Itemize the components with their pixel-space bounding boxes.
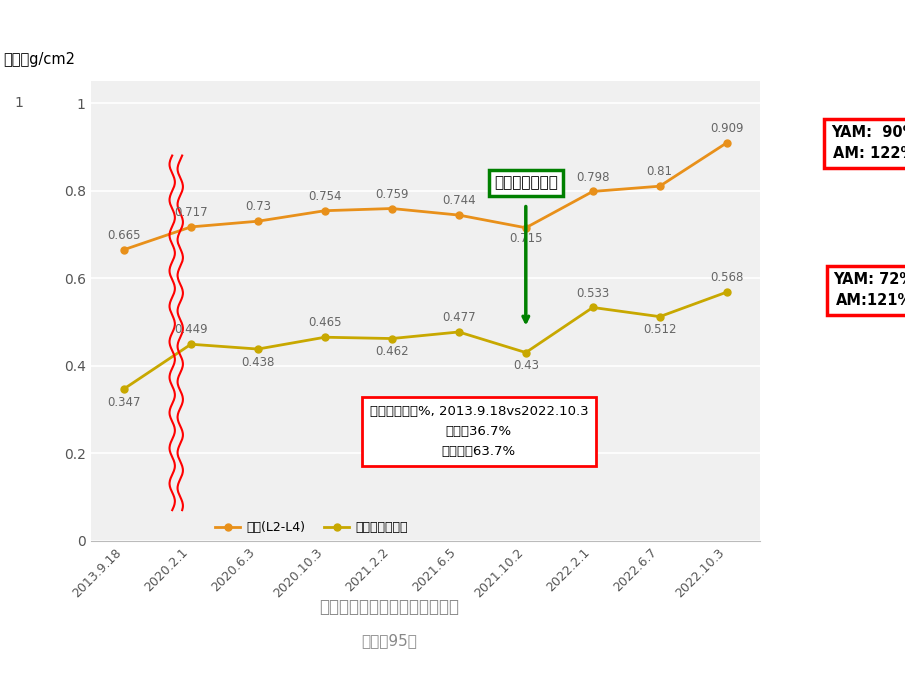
Text: 0.449: 0.449 xyxy=(174,323,208,337)
大腕骨（頸部） xyxy=(119,385,129,393)
Text: 0.347: 0.347 xyxy=(107,395,141,408)
大腕骨（頸部） xyxy=(520,349,531,357)
Text: 0.665: 0.665 xyxy=(107,228,141,242)
Text: 女性、95歳: 女性、95歳 xyxy=(361,633,417,648)
腰椎(L2-L4) xyxy=(119,245,129,254)
Text: 0.754: 0.754 xyxy=(308,190,342,203)
腰椎(L2-L4) xyxy=(520,224,531,232)
Text: 0.715: 0.715 xyxy=(509,233,543,245)
Text: 0.568: 0.568 xyxy=(710,271,743,284)
Text: 0.717: 0.717 xyxy=(174,206,208,219)
Text: 0.798: 0.798 xyxy=(576,170,610,184)
Text: 0.73: 0.73 xyxy=(245,200,271,214)
Text: YAM: 72%
AM:121%: YAM: 72% AM:121% xyxy=(834,272,905,308)
大腕骨（頸部） xyxy=(319,333,330,341)
Text: 0.465: 0.465 xyxy=(308,316,342,329)
腰椎(L2-L4) xyxy=(654,182,665,190)
腰椎(L2-L4) xyxy=(721,139,732,147)
Text: 0.759: 0.759 xyxy=(375,188,409,201)
Text: 0.512: 0.512 xyxy=(643,323,677,337)
Text: 骨密度g/cm2: 骨密度g/cm2 xyxy=(4,52,75,68)
Text: 0.533: 0.533 xyxy=(576,287,609,299)
腰椎(L2-L4) xyxy=(587,187,598,195)
大腕骨（頸部） xyxy=(654,312,665,320)
腰椎(L2-L4) xyxy=(386,204,397,212)
Line: 大腕骨（頸部）: 大腕骨（頸部） xyxy=(120,289,730,392)
Text: 0.477: 0.477 xyxy=(442,311,476,324)
Text: 0.462: 0.462 xyxy=(375,345,409,358)
Text: オカワカメ併用: オカワカメ併用 xyxy=(494,176,557,191)
大腕骨（頸部） xyxy=(386,335,397,343)
Text: 1: 1 xyxy=(14,96,24,110)
大腕骨（頸部） xyxy=(453,328,464,336)
大腕骨（頸部） xyxy=(721,288,732,296)
Text: 0.909: 0.909 xyxy=(710,122,744,135)
Legend: 腰椎(L2-L4), 大腕骨（頸部）: 腰椎(L2-L4), 大腕骨（頸部） xyxy=(210,516,413,539)
大腕骨（頸部） xyxy=(186,340,196,348)
Text: 骨密度増加率%, 2013.9.18vs2022.10.3
腰椎：36.7%
大腕骨：63.7%: 骨密度増加率%, 2013.9.18vs2022.10.3 腰椎：36.7% 大… xyxy=(369,405,588,458)
大腕骨（頸部） xyxy=(252,345,263,353)
腰椎(L2-L4) xyxy=(186,223,196,231)
腰椎(L2-L4) xyxy=(453,211,464,219)
腰椎(L2-L4) xyxy=(252,217,263,225)
Text: YAM:  90%
AM: 122%: YAM: 90% AM: 122% xyxy=(831,125,905,161)
Text: 0.438: 0.438 xyxy=(242,356,274,368)
Text: 0.744: 0.744 xyxy=(442,194,476,208)
腰椎(L2-L4) xyxy=(319,207,330,215)
Text: ブアメラ接種による骨密度変化: ブアメラ接種による骨密度変化 xyxy=(319,598,459,616)
大腕骨（頸部） xyxy=(587,304,598,312)
Text: 0.81: 0.81 xyxy=(647,166,672,178)
Text: 0.43: 0.43 xyxy=(513,359,538,372)
Line: 腰椎(L2-L4): 腰椎(L2-L4) xyxy=(120,139,730,253)
